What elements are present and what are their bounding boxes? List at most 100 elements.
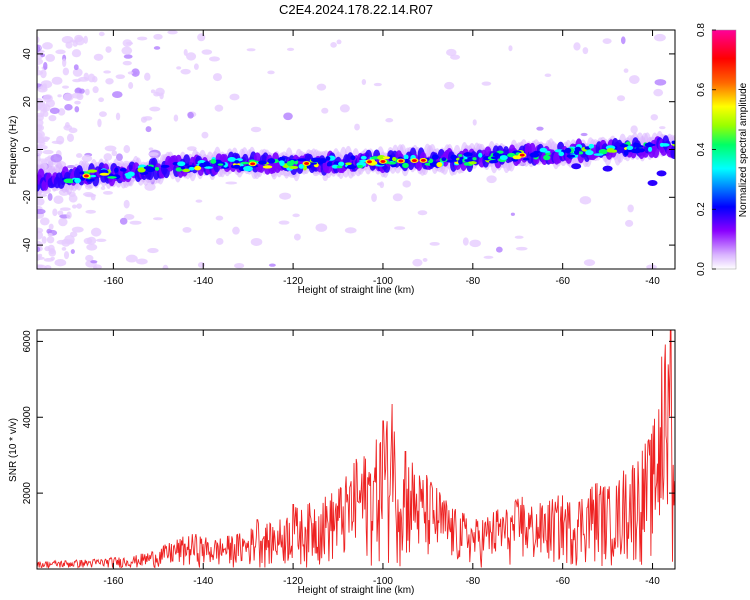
colorbar-tick-label: 0.4 [696,142,707,156]
noise-blob [373,82,382,87]
spectrogram-x-label: Height of straight line (km) [298,285,415,296]
band-hotspot [289,165,299,170]
band-hotspot [357,164,364,169]
noise-blob [76,153,83,158]
noise-blob [71,226,84,233]
band-hotspot [64,180,70,184]
colorbar: 0.0 0.2 0.4 0.6 0.8 Normalized spectral ampl… [696,23,749,276]
band-hotspot [350,155,356,161]
noise-blob [316,83,327,91]
band-hotspot [262,165,273,169]
noise-blob [187,111,194,119]
noise-blob [37,158,48,162]
band-hotspot [558,151,565,157]
noise-blob [97,118,102,128]
band-hotspot [177,161,186,167]
band-hotspot [441,157,447,162]
spectrogram-y-tick-label: -20 [22,190,33,205]
noise-blob [385,118,394,123]
noise-blob [128,82,134,90]
band-hotspot [210,158,217,164]
spectrogram-y-axis: -40 -20 0 20 40 [22,48,675,252]
noise-blob [225,181,238,185]
noise-blob [42,42,53,50]
noise-blob [74,34,84,43]
noise-blob [215,238,224,245]
band-hotspot [644,142,654,148]
noise-blob [292,213,300,218]
band-hotspot [234,160,240,164]
noise-blob [99,111,107,117]
noise-blob [150,89,156,94]
noise-blob [111,150,118,157]
spectrogram-y-label: Frequency (Hz) [8,116,19,185]
noise-blob [100,186,106,191]
noise-blob [147,248,159,254]
noise-blob [37,136,46,144]
noise-blob [43,61,48,71]
band-hotspot [233,164,241,169]
band-hotspot [175,167,183,172]
noise-blob [246,48,256,52]
noise-blob [625,219,634,227]
band-hotspot [619,144,629,148]
spectrogram-x-tick-label: -40 [645,276,660,287]
figure-title: C2E4.2024.178.22.14.R07 [279,2,433,17]
snr-x-tick-label: -160 [103,576,123,587]
noise-blob [623,68,629,73]
noise-blob [104,145,117,152]
band-hotspot [188,166,195,171]
noise-blob [514,235,524,239]
noise-blob [39,217,50,226]
noise-blob [508,45,513,52]
band-hotspot [377,154,386,161]
noise-blob [208,56,220,62]
noise-blob [61,246,67,251]
noise-blob [55,49,66,55]
noise-blob [510,212,515,216]
spectrogram-x-tick-label: -160 [103,276,123,287]
noise-blob [84,88,90,96]
noise-blob [195,199,203,203]
band-lobe [647,179,658,186]
band-hotspot [626,145,634,150]
band-hotspot [325,156,331,161]
noise-blob [123,54,133,59]
noise-blob [136,258,148,265]
noise-blob [53,195,64,205]
noise-blob [125,254,138,263]
noise-blob [63,251,70,260]
noise-blob [92,86,99,94]
noise-blob [37,264,44,269]
band-peak [411,159,417,163]
noise-blob [37,118,44,127]
band-hotspot [107,176,117,179]
band-hotspot [539,147,548,153]
band-hotspot [258,160,267,165]
noise-blob [131,68,140,77]
noise-blob [536,126,544,131]
noise-blob [429,241,440,246]
noise-blob [486,175,497,184]
noise-blob [103,70,112,74]
noise-blob [630,125,638,134]
noise-blob [37,230,44,240]
noise-blob [215,215,224,221]
noise-blob [267,70,275,75]
band-hotspot [119,167,127,172]
band-peak [420,158,426,162]
noise-blob [37,44,41,54]
noise-blob [98,97,105,103]
noise-blob [583,259,596,266]
noise-blob [616,95,626,102]
noise-blob [152,217,163,221]
noise-blob [57,210,64,216]
noise-blob [580,132,588,137]
noise-blob [121,46,133,55]
noise-blob [582,47,589,55]
spectrogram-panel: -160 -140 -120 -100 -80 -60 -40 -40 -20 0 20 40 He… [8,29,676,296]
band-hotspot [467,156,472,160]
band-peak [250,162,256,166]
noise-blob [573,42,581,51]
noise-blob [183,48,188,56]
